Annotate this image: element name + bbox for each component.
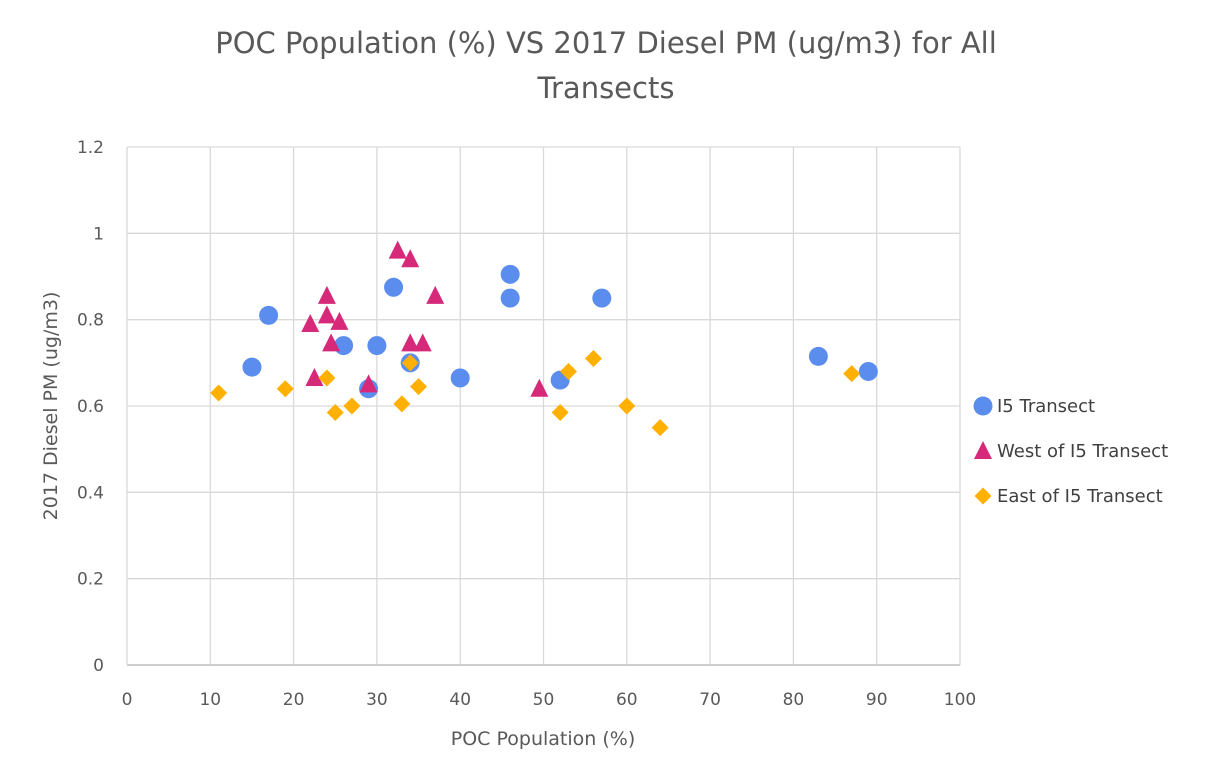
data-points bbox=[210, 240, 878, 437]
data-point-triangle bbox=[330, 311, 349, 330]
legend-item: West of I5 Transect bbox=[974, 441, 1168, 462]
legend-marker-triangle bbox=[974, 441, 992, 459]
x-tick-label: 70 bbox=[699, 690, 721, 710]
data-point-circle bbox=[592, 288, 612, 308]
x-tick-label: 50 bbox=[533, 690, 555, 710]
y-tick-label: 0.4 bbox=[77, 483, 104, 503]
y-tick-label: 0.6 bbox=[77, 397, 104, 417]
legend-item: East of I5 Transect bbox=[974, 486, 1163, 507]
y-axis-label: 2017 Diesel PM (ug/m3) bbox=[40, 292, 62, 521]
data-point-diamond bbox=[401, 354, 419, 372]
data-point-circle bbox=[367, 336, 387, 356]
data-point-circle bbox=[500, 264, 520, 284]
y-tick-label: 1 bbox=[93, 224, 104, 244]
y-tick-label: 0.2 bbox=[77, 570, 104, 590]
data-point-circle bbox=[259, 305, 279, 325]
x-tick-label: 20 bbox=[283, 690, 305, 710]
x-tick-label: 60 bbox=[616, 690, 638, 710]
data-point-triangle bbox=[401, 249, 420, 268]
data-point-circle bbox=[808, 346, 828, 366]
legend-label: East of I5 Transect bbox=[997, 486, 1163, 507]
x-tick-label: 0 bbox=[122, 690, 133, 710]
legend-label: I5 Transect bbox=[997, 396, 1095, 417]
data-point-circle bbox=[384, 277, 404, 297]
legend-marker-diamond bbox=[974, 487, 992, 505]
chart-title-line-1: POC Population (%) VS 2017 Diesel PM (ug… bbox=[215, 26, 997, 60]
x-tick-label: 80 bbox=[783, 690, 805, 710]
x-tick-label: 10 bbox=[199, 690, 221, 710]
data-point-triangle bbox=[317, 285, 336, 304]
axes bbox=[126, 147, 960, 666]
series-diamond bbox=[210, 350, 861, 437]
data-point-triangle bbox=[413, 333, 432, 352]
data-point-circle bbox=[500, 288, 520, 308]
data-point-triangle bbox=[359, 374, 378, 393]
data-point-triangle bbox=[426, 285, 445, 304]
data-point-diamond bbox=[651, 419, 669, 437]
x-axis-label: POC Population (%) bbox=[451, 728, 635, 750]
data-point-circle bbox=[858, 361, 878, 381]
series-triangle bbox=[301, 240, 549, 397]
data-point-diamond bbox=[551, 403, 569, 421]
legend-label: West of I5 Transect bbox=[997, 441, 1168, 462]
data-point-triangle bbox=[305, 367, 324, 386]
data-point-triangle bbox=[322, 333, 341, 352]
data-point-triangle bbox=[401, 333, 420, 352]
data-point-diamond bbox=[343, 397, 361, 415]
data-point-diamond bbox=[584, 350, 602, 368]
legend-marker-circle bbox=[973, 396, 993, 416]
y-tick-label: 1.2 bbox=[77, 138, 104, 158]
data-point-circle bbox=[450, 368, 470, 388]
data-point-triangle bbox=[388, 240, 407, 259]
x-tick-label: 30 bbox=[366, 690, 388, 710]
chart-title-line-2: Transects bbox=[537, 71, 675, 105]
legend: I5 Transect West of I5 Transect East of I5… bbox=[973, 396, 1168, 507]
x-tick-label: 100 bbox=[944, 690, 976, 710]
data-point-diamond bbox=[618, 397, 636, 415]
data-point-circle bbox=[242, 357, 262, 377]
x-tick-label: 90 bbox=[866, 690, 888, 710]
data-point-diamond bbox=[393, 395, 411, 413]
data-point-triangle bbox=[317, 305, 336, 324]
data-point-diamond bbox=[843, 365, 861, 383]
data-point-diamond bbox=[210, 384, 228, 402]
data-point-diamond bbox=[326, 403, 344, 421]
data-point-triangle bbox=[530, 378, 549, 397]
y-tick-label: 0 bbox=[93, 656, 104, 676]
y-tick-label: 0.8 bbox=[77, 311, 104, 331]
data-point-triangle bbox=[301, 313, 320, 332]
legend-item: I5 Transect bbox=[973, 396, 1095, 417]
tick-labels: 0 10 20 30 40 50 60 70 80 90 100 0 0.2 0.4 0.6 0.8 1 1.2 bbox=[77, 138, 976, 710]
data-point-diamond bbox=[410, 378, 428, 396]
x-tick-label: 40 bbox=[449, 690, 471, 710]
data-point-diamond bbox=[318, 369, 336, 387]
data-point-diamond bbox=[559, 362, 577, 380]
data-point-diamond bbox=[276, 380, 294, 398]
